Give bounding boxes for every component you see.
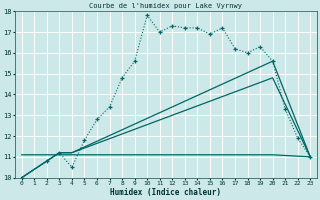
Title: Courbe de l'humidex pour Lake Vyrnwy: Courbe de l'humidex pour Lake Vyrnwy — [90, 3, 243, 9]
X-axis label: Humidex (Indice chaleur): Humidex (Indice chaleur) — [110, 188, 221, 197]
